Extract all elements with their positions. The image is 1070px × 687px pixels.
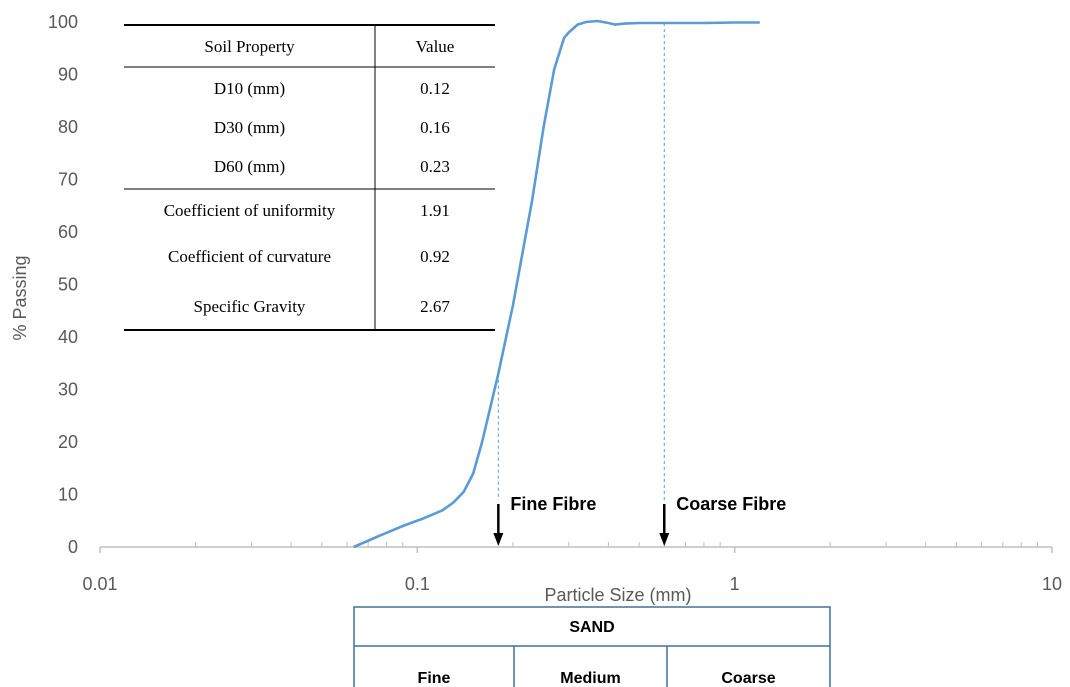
annotation-label: Fine Fibre bbox=[510, 494, 596, 514]
y-tick-label: 70 bbox=[58, 170, 78, 190]
table-cell-property: Coefficient of uniformity bbox=[164, 201, 336, 220]
sand-classification-table: SAND Fine Medium Coarse bbox=[353, 606, 831, 687]
y-tick-label: 30 bbox=[58, 380, 78, 400]
table-cell-property: D30 (mm) bbox=[214, 118, 285, 137]
y-tick-label: 80 bbox=[58, 117, 78, 137]
y-tick-label: 0 bbox=[68, 537, 78, 557]
soil-property-table: Soil Property Value D10 (mm) 0.12 D30 (mm) 0.… bbox=[124, 24, 495, 331]
x-tick-label: 0.1 bbox=[405, 574, 430, 594]
sand-table-column: Coarse bbox=[721, 670, 775, 687]
table-cell-value: 0.16 bbox=[420, 118, 450, 137]
table-cell-property: Coefficient of curvature bbox=[168, 247, 331, 266]
table-cell-value: 0.92 bbox=[420, 247, 450, 266]
x-tick-label: 10 bbox=[1042, 574, 1062, 594]
sand-table-column: Fine bbox=[418, 670, 451, 687]
sand-table-column: Medium bbox=[560, 670, 620, 687]
table-header-cell: Value bbox=[416, 37, 455, 56]
y-tick-label: 20 bbox=[58, 432, 78, 452]
y-tick-label: 10 bbox=[58, 485, 78, 505]
y-tick-label: 90 bbox=[58, 65, 78, 85]
fibre-annotations: Fine Fibre Coarse Fibre bbox=[493, 23, 786, 546]
y-tick-label: 40 bbox=[58, 327, 78, 347]
y-axis-title: % Passing bbox=[10, 255, 30, 340]
y-tick-label: 50 bbox=[58, 275, 78, 295]
annotation-label: Coarse Fibre bbox=[676, 494, 786, 514]
table-cell-property: Specific Gravity bbox=[194, 297, 306, 316]
y-tick-label: 60 bbox=[58, 222, 78, 242]
table-cell-value: 1.91 bbox=[420, 201, 450, 220]
sand-table-title: SAND bbox=[569, 619, 614, 636]
arrow-head bbox=[493, 533, 504, 546]
x-axis-title: Particle Size (mm) bbox=[544, 585, 691, 605]
gradation-curve bbox=[353, 19, 760, 549]
table-cell-value: 2.67 bbox=[420, 297, 450, 316]
sand-table-frame bbox=[353, 606, 831, 687]
table-cell-property: D10 (mm) bbox=[214, 79, 285, 98]
table-cell-property: D60 (mm) bbox=[214, 157, 285, 176]
arrow-head bbox=[659, 533, 670, 546]
y-tick-label: 100 bbox=[48, 12, 78, 32]
table-cell-value: 0.12 bbox=[420, 79, 450, 98]
x-tick-label: 0.01 bbox=[82, 574, 117, 594]
table-cell-value: 0.23 bbox=[420, 157, 450, 176]
series-line bbox=[353, 19, 760, 549]
table-background bbox=[124, 26, 495, 330]
x-tick-label: 1 bbox=[730, 574, 740, 594]
table-header-cell: Soil Property bbox=[204, 37, 295, 56]
